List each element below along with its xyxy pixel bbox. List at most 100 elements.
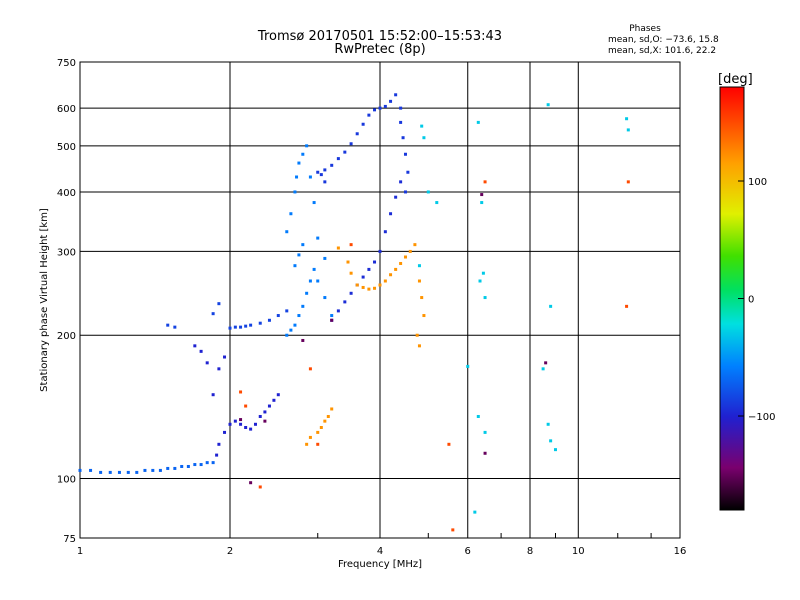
data-point — [336, 157, 340, 161]
data-point — [249, 427, 253, 431]
x-tick-label: 8 — [527, 546, 533, 557]
colorbar-ticks: 100 0 −100 — [738, 177, 775, 423]
data-point — [253, 422, 257, 426]
y-tick-label: 100 — [57, 475, 76, 486]
data-point — [336, 246, 340, 250]
data-point — [420, 124, 424, 128]
data-point — [228, 422, 232, 426]
x-tick-label: 10 — [572, 546, 585, 557]
data-point — [297, 314, 301, 318]
data-point — [285, 333, 289, 337]
data-point — [308, 175, 312, 179]
data-point — [293, 323, 297, 327]
axis-ticks: 1 2 4 6 8 10 16 75 100 200 300 400 500 600 750 — [57, 58, 686, 557]
data-point — [316, 279, 320, 283]
data-point — [193, 463, 197, 467]
data-point — [308, 279, 312, 283]
data-point — [422, 136, 426, 140]
data-point — [383, 279, 387, 283]
data-point — [361, 275, 365, 279]
data-point — [481, 271, 485, 275]
data-point — [355, 132, 359, 136]
data-points — [78, 93, 630, 532]
data-point — [297, 161, 301, 165]
data-point — [323, 419, 327, 423]
data-point — [625, 117, 629, 121]
y-tick-label: 400 — [57, 188, 76, 199]
data-point — [483, 296, 487, 300]
data-point — [272, 398, 276, 402]
stats-heading: Phases — [629, 24, 661, 34]
grid-lines — [80, 62, 680, 538]
data-point — [228, 326, 232, 330]
data-point — [233, 325, 237, 329]
data-point — [135, 470, 139, 474]
series-3 — [285, 144, 334, 337]
data-point — [166, 323, 170, 327]
data-point — [312, 201, 316, 205]
data-point — [305, 442, 309, 446]
data-point — [316, 170, 320, 174]
data-point — [403, 255, 407, 259]
data-point — [546, 103, 550, 107]
y-axis-label: Stationary phase Virtual Height [km] — [39, 208, 50, 392]
data-point — [389, 273, 393, 277]
data-point — [308, 367, 312, 371]
data-point — [483, 180, 487, 184]
chart-title: Tromsø 20170501 15:52:00–15:53:43 — [257, 29, 502, 44]
data-point — [276, 393, 280, 397]
data-point — [217, 442, 221, 446]
data-point — [394, 195, 398, 199]
data-point — [426, 190, 430, 194]
data-point — [349, 243, 353, 247]
stats-o-mode: mean, sd,O: −73.6, 15.8 — [608, 35, 719, 45]
data-point — [199, 349, 203, 353]
series-0 — [78, 461, 215, 474]
x-tick-label: 2 — [227, 546, 233, 557]
data-point — [301, 338, 305, 342]
data-point — [258, 485, 262, 489]
data-point — [330, 318, 334, 322]
data-point — [323, 256, 327, 260]
data-point — [408, 249, 412, 253]
data-point — [399, 261, 403, 265]
data-point — [239, 422, 243, 426]
data-point — [447, 442, 451, 446]
data-point — [403, 152, 407, 156]
data-point — [399, 106, 403, 110]
data-point — [483, 430, 487, 434]
data-point — [186, 464, 190, 468]
data-point — [108, 470, 112, 474]
data-point — [330, 163, 334, 167]
data-point — [173, 325, 177, 329]
x-axis-label: Frequency [MHz] — [338, 559, 422, 570]
data-point — [476, 120, 480, 124]
data-point — [480, 201, 484, 205]
x-tick-label: 16 — [674, 546, 687, 557]
data-point — [546, 422, 550, 426]
data-point — [330, 407, 334, 411]
data-point — [297, 253, 301, 257]
data-point — [399, 180, 403, 184]
data-point — [323, 180, 327, 184]
data-point — [476, 414, 480, 418]
data-point — [308, 435, 312, 439]
data-point — [249, 323, 253, 327]
x-tick-label: 6 — [465, 546, 471, 557]
data-point — [473, 510, 477, 514]
data-point — [625, 304, 629, 308]
data-point — [158, 468, 162, 472]
data-point — [233, 419, 237, 423]
series-6 — [305, 243, 426, 446]
data-point — [403, 190, 407, 194]
stats-x-mode: mean, sd,X: 101.6, 22.2 — [608, 46, 716, 56]
series-7 — [417, 103, 630, 514]
data-point — [549, 439, 553, 443]
colorbar-label: [deg] — [718, 72, 753, 87]
data-point — [205, 361, 209, 365]
y-tick-label: 200 — [57, 331, 76, 342]
data-point — [126, 470, 130, 474]
data-point — [383, 104, 387, 108]
data-point — [285, 309, 289, 313]
